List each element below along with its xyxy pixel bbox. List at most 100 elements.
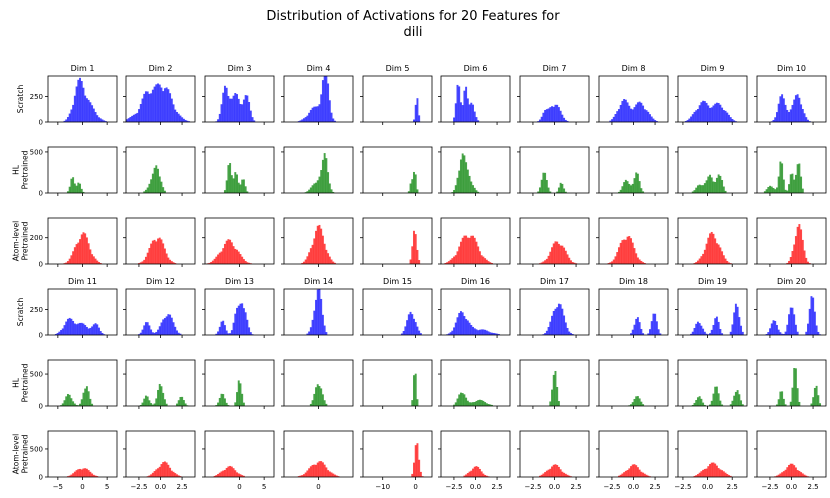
histogram-bar bbox=[65, 262, 68, 264]
histogram-bar bbox=[709, 333, 711, 335]
histogram-bar bbox=[311, 107, 314, 122]
histogram-bar bbox=[800, 176, 803, 193]
figure-title-line-1: Distribution of Activations for 20 Featu… bbox=[266, 9, 560, 24]
histogram-bar bbox=[788, 314, 790, 335]
histogram-bar bbox=[68, 317, 71, 335]
histogram-bar bbox=[741, 404, 744, 406]
histogram-bar bbox=[241, 303, 244, 335]
histogram-bar bbox=[94, 258, 97, 264]
histogram-bar bbox=[158, 326, 161, 335]
histogram-bar bbox=[75, 404, 78, 406]
histogram-bar bbox=[85, 326, 88, 335]
histogram-bar bbox=[777, 103, 780, 122]
histogram-bar bbox=[320, 388, 323, 406]
y-tick-label: 500 bbox=[30, 445, 43, 453]
histogram-bar bbox=[244, 186, 247, 193]
histogram-bar bbox=[794, 324, 797, 335]
histogram-bar bbox=[215, 405, 218, 406]
histogram-bar bbox=[453, 189, 455, 193]
panel-r1-c4: Dim 4 bbox=[281, 64, 354, 125]
histogram-bar bbox=[549, 321, 552, 335]
histogram-bar bbox=[217, 119, 219, 122]
histogram-bar bbox=[717, 174, 720, 193]
histogram-bar bbox=[480, 255, 483, 264]
histogram-bar bbox=[134, 113, 137, 122]
histogram-bar bbox=[782, 471, 785, 477]
panel-r5-c5 bbox=[360, 359, 433, 409]
histogram-bar bbox=[85, 237, 88, 264]
panel-r4-c2: Dim 12 bbox=[123, 277, 196, 338]
histogram-bar bbox=[249, 110, 252, 122]
histogram-bar bbox=[454, 322, 457, 335]
histogram-bar bbox=[225, 87, 228, 122]
histogram-bar bbox=[729, 117, 732, 122]
histogram-bar bbox=[489, 332, 492, 335]
y-tick-label: 0 bbox=[39, 332, 43, 340]
histogram-bar bbox=[313, 393, 316, 406]
histogram-bar bbox=[411, 246, 414, 264]
histogram-bar bbox=[414, 104, 417, 122]
histogram-bar bbox=[570, 260, 572, 264]
histogram-bar bbox=[642, 191, 645, 193]
histogram-bar bbox=[101, 333, 104, 335]
histogram-bar bbox=[545, 180, 548, 193]
histogram-bar bbox=[311, 400, 314, 406]
histogram-bar bbox=[635, 253, 638, 264]
histogram-bar bbox=[788, 184, 790, 193]
row-label-5: HL Pretrained bbox=[12, 363, 30, 402]
panel-r3-c1: 0 200 bbox=[30, 217, 118, 269]
histogram-bar bbox=[66, 261, 69, 264]
panel-r5-c1: 0 500 bbox=[30, 359, 118, 411]
histogram-bar bbox=[411, 179, 414, 193]
histogram-bar bbox=[770, 186, 773, 193]
histogram-bar bbox=[99, 118, 102, 122]
histogram-bar bbox=[58, 331, 61, 335]
histogram-bar bbox=[475, 190, 478, 193]
histogram-bar bbox=[564, 473, 567, 477]
histogram-bar bbox=[557, 187, 560, 193]
histogram-bar bbox=[466, 98, 469, 122]
histogram-bar bbox=[144, 395, 147, 406]
histogram-bar bbox=[775, 404, 778, 406]
histogram-bar bbox=[70, 178, 73, 193]
histogram-bar bbox=[174, 326, 177, 335]
col-title-bottom: Dim 19 bbox=[698, 277, 727, 286]
histogram-bar bbox=[184, 403, 187, 406]
histogram-bar bbox=[786, 324, 789, 335]
histogram-bar bbox=[239, 383, 242, 406]
histogram-bar bbox=[246, 191, 249, 193]
histogram-bar bbox=[98, 327, 100, 335]
histogram-bar bbox=[402, 331, 405, 335]
histogram-bar bbox=[459, 102, 462, 122]
panel-frame bbox=[440, 146, 511, 194]
histogram-bar bbox=[79, 239, 81, 264]
x-tick-label: −2.5 bbox=[761, 483, 778, 491]
histogram-bar bbox=[473, 111, 476, 122]
histogram-bar bbox=[703, 249, 706, 264]
histogram-bar bbox=[733, 312, 736, 335]
histogram-bar bbox=[813, 387, 816, 406]
histogram-bar bbox=[714, 463, 717, 477]
histogram-bar bbox=[318, 104, 321, 122]
histogram-bar bbox=[702, 185, 705, 193]
histogram-bar bbox=[84, 388, 87, 406]
histogram-bar bbox=[563, 247, 566, 264]
histogram-bar bbox=[320, 461, 323, 477]
histogram-bar bbox=[480, 400, 483, 406]
histogram-bar bbox=[703, 101, 706, 122]
histogram-bar bbox=[177, 332, 180, 335]
histogram-bar bbox=[786, 262, 789, 264]
histogram-bar bbox=[150, 93, 153, 122]
histogram-bar bbox=[707, 237, 710, 264]
histogram-bar bbox=[626, 470, 629, 477]
histogram-bar bbox=[801, 109, 804, 122]
histogram-bar bbox=[241, 475, 244, 477]
histogram-bar bbox=[659, 333, 662, 335]
histogram-bar bbox=[696, 185, 699, 193]
histogram-bar bbox=[624, 239, 627, 264]
histogram-bar bbox=[551, 247, 553, 264]
histogram-bar bbox=[728, 475, 730, 477]
histogram-bar bbox=[813, 311, 816, 335]
histogram-bar bbox=[414, 234, 417, 264]
histogram-bar bbox=[554, 370, 557, 406]
